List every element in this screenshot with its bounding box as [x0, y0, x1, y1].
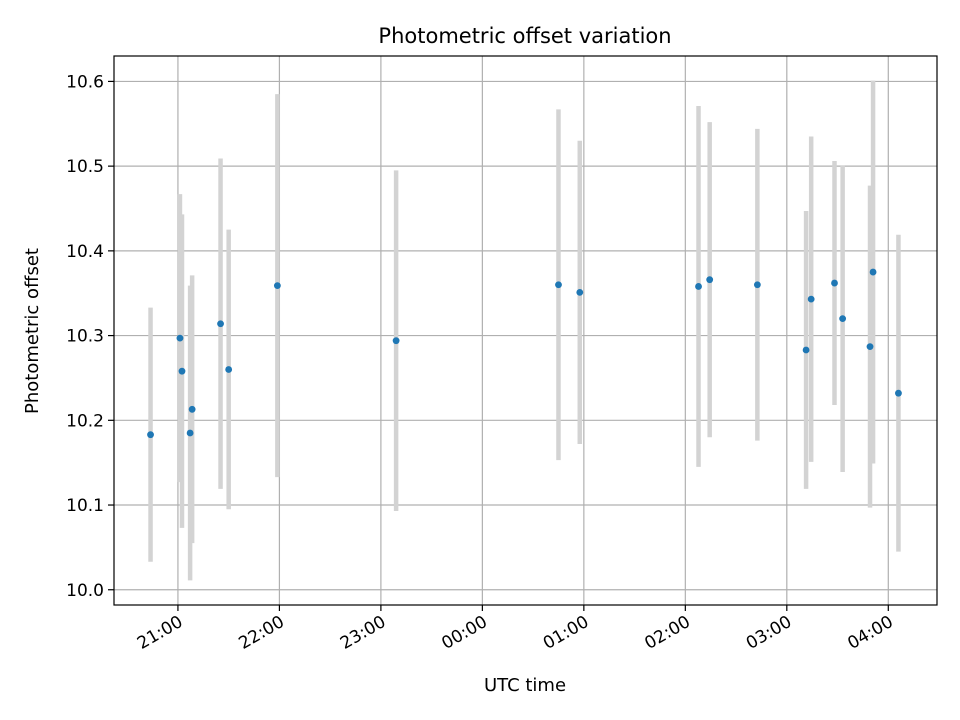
data-point — [186, 429, 194, 437]
data-point — [695, 283, 702, 290]
data-point — [555, 281, 562, 289]
data-point — [807, 295, 815, 303]
y-axis-ticks: 10.0 10.1 10.2 10.3 10.4 10.5 10.6 — [66, 72, 114, 601]
y-tick-label: 10.1 — [66, 496, 104, 516]
data-point — [753, 281, 761, 289]
y-axis-title: Photometric offset — [22, 248, 43, 414]
y-tick-label: 10.5 — [66, 157, 104, 177]
data-points — [147, 268, 902, 439]
data-point — [895, 389, 902, 397]
y-tick-label: 10.4 — [66, 242, 104, 262]
data-point — [147, 431, 154, 439]
y-tick-label: 10.2 — [66, 411, 104, 431]
data-point — [178, 367, 186, 375]
data-point — [273, 282, 281, 289]
data-point — [869, 268, 877, 276]
data-point — [392, 337, 400, 345]
x-axis-title: UTC time — [484, 675, 566, 696]
data-point — [866, 343, 874, 350]
chart-title: Photometric offset variation — [378, 24, 671, 48]
data-point — [217, 320, 224, 328]
grid — [114, 56, 937, 605]
data-point — [802, 346, 810, 354]
data-point — [176, 334, 184, 342]
data-point — [576, 288, 584, 296]
data-point — [839, 315, 847, 323]
y-tick-label: 10.0 — [66, 581, 104, 601]
data-point — [831, 279, 838, 287]
y-tick-label: 10.6 — [66, 72, 104, 92]
data-point — [225, 366, 233, 373]
y-tick-label: 10.3 — [66, 327, 104, 347]
data-point — [706, 276, 714, 284]
data-point — [188, 405, 196, 413]
plot-area-frame — [113, 55, 938, 606]
